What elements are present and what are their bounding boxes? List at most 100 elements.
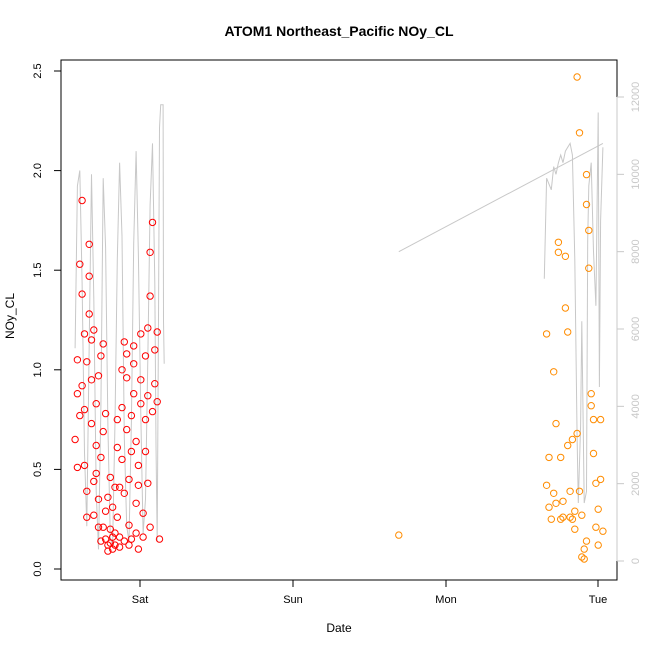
data-point-s2-43: [589, 449, 598, 458]
points-layer: [71, 73, 607, 563]
y2-tick-label-1: 2000: [630, 471, 642, 495]
data-point-s1-12: [80, 461, 89, 470]
data-point-s1-97: [148, 407, 157, 416]
data-point-s1-86: [139, 533, 147, 541]
y2-tick-label-5: 10000: [630, 159, 642, 190]
data-point-s1-61: [120, 338, 129, 346]
data-point-s1-17: [85, 272, 93, 280]
y2-tick-label-3: 6000: [630, 317, 642, 341]
data-point-s2-23: [568, 435, 577, 444]
data-point-s1-8: [78, 196, 86, 205]
data-point-s2-11: [554, 248, 563, 257]
data-point-s2-19: [564, 328, 572, 336]
data-point-s1-89: [141, 352, 150, 360]
data-point-s1-72: [127, 411, 136, 420]
data-point-s1-92: [144, 479, 152, 487]
data-point-s1-59: [118, 403, 126, 412]
data-point-s2-3: [542, 481, 551, 489]
data-point-s1-87: [141, 447, 150, 456]
altitude-line-layer: [74, 104, 604, 550]
chart-title: ATOM1 Northeast_Pacific NOy_CL: [225, 23, 454, 39]
data-point-s2-32: [578, 553, 586, 561]
data-point-s2-13: [557, 453, 565, 462]
data-point-s1-64: [123, 374, 131, 382]
data-point-s1-82: [137, 400, 145, 408]
data-point-s1-13: [83, 487, 91, 495]
data-point-s2-21: [566, 487, 574, 495]
data-point-s1-81: [134, 461, 143, 470]
data-point-s1-20: [87, 376, 96, 384]
data-point-s2-17: [561, 304, 570, 312]
data-point-s1-48: [108, 545, 117, 553]
data-point-s1-94: [146, 248, 154, 257]
data-point-s1-5: [76, 260, 84, 268]
data-point-s2-2: [542, 330, 551, 338]
data-point-s1-9: [78, 382, 86, 390]
data-point-s2-9: [552, 499, 560, 507]
data-point-s1-67: [125, 475, 133, 484]
x-tick-label-sun: Sun: [283, 594, 303, 606]
data-point-s2-31: [578, 511, 586, 519]
x-tick-label-tue: Tue: [589, 594, 608, 606]
data-point-s1-93: [146, 523, 154, 531]
data-point-s2-42: [589, 415, 598, 424]
data-point-s1-49: [111, 483, 119, 491]
altitude-line-segment-3: [398, 142, 604, 253]
data-point-s2-38: [585, 226, 593, 235]
data-point-s2-14: [557, 515, 565, 523]
data-point-s1-46: [108, 503, 117, 511]
data-point-s1-79: [134, 545, 143, 553]
data-point-s1-77: [132, 499, 140, 507]
data-point-s1-55: [115, 533, 124, 541]
data-point-s1-73: [130, 390, 138, 398]
data-point-s2-12: [554, 238, 563, 247]
y-axis-label: NOy_CL: [3, 293, 17, 339]
y2-tick-label-6: 12000: [630, 82, 642, 113]
data-point-s2-16: [559, 513, 567, 521]
data-point-s1-3: [73, 390, 82, 398]
data-point-s2-29: [575, 129, 584, 137]
data-point-s1-63: [120, 537, 129, 545]
data-point-s2-33: [580, 555, 588, 563]
data-point-s2-50: [599, 527, 607, 535]
data-point-s1-70: [127, 535, 136, 543]
data-point-s2-1: [395, 531, 403, 539]
data-point-s1-42: [104, 547, 112, 555]
data-point-s1-76: [132, 437, 140, 446]
data-point-s1-14: [83, 513, 91, 521]
data-point-s1-100: [153, 328, 161, 336]
data-point-s1-24: [90, 326, 98, 334]
data-point-s1-60: [118, 366, 126, 374]
data-point-s1-62: [120, 489, 129, 497]
data-point-s1-47: [108, 533, 117, 541]
data-point-s1-22: [90, 477, 98, 486]
data-point-s1-88: [141, 415, 150, 424]
data-point-s2-24: [568, 515, 577, 523]
data-point-s2-41: [587, 390, 595, 398]
y-tick-label-2: 1.0: [32, 362, 44, 377]
y2-axis: 0 2000 4000 6000 8000 10000 12000: [616, 82, 642, 564]
data-point-s1-50: [111, 529, 119, 537]
data-point-s2-6: [547, 515, 555, 523]
y2-tick-label-4: 8000: [630, 239, 642, 263]
data-point-s2-26: [571, 525, 579, 533]
data-point-s1-68: [125, 521, 133, 529]
data-point-s1-78: [132, 529, 140, 537]
data-point-s2-20: [564, 441, 572, 450]
data-point-s1-39: [101, 409, 110, 418]
data-point-s1-28: [94, 372, 103, 380]
altitude-line-segment-1: [74, 104, 165, 550]
data-point-s1-21: [87, 336, 96, 344]
data-point-s2-25: [571, 507, 579, 515]
data-point-s1-35: [99, 523, 107, 531]
data-point-s1-44: [106, 473, 115, 482]
data-point-s2-7: [550, 368, 558, 376]
data-point-s1-32: [97, 352, 105, 360]
data-point-s1-98: [151, 380, 159, 388]
y-tick-label-1: 0.5: [32, 462, 44, 477]
data-point-s1-54: [113, 415, 122, 424]
data-point-s1-36: [99, 427, 107, 436]
data-point-s1-19: [87, 419, 96, 428]
y-tick-label-4: 2.0: [32, 163, 44, 178]
